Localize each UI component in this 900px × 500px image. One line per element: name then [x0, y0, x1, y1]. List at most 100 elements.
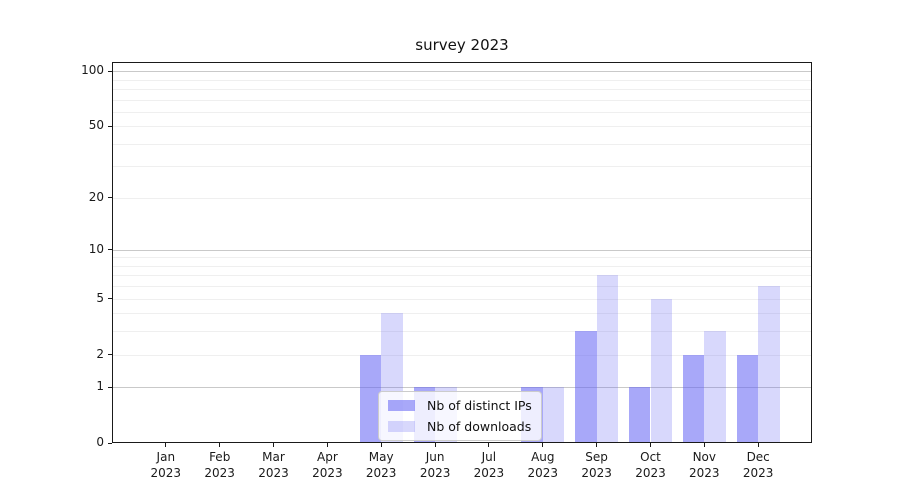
x-tick-month: Aug [531, 450, 555, 464]
minor-gridline [113, 265, 811, 267]
x-tick-year: 2023 [204, 465, 235, 480]
x-tick-mark [434, 443, 436, 447]
x-tick-mark [757, 443, 759, 447]
bar-distinct-ips-may [359, 354, 382, 443]
x-tick-label: Aug 2023 [515, 450, 571, 481]
minor-gridline [113, 197, 811, 199]
y-tick-mark [108, 354, 112, 356]
y-tick-mark [108, 442, 112, 444]
x-tick-year: 2023 [635, 465, 666, 480]
minor-gridline [113, 275, 811, 277]
minor-gridline [113, 166, 811, 168]
x-tick-label: May 2023 [353, 450, 409, 481]
legend-item-downloads: Nb of downloads [388, 419, 532, 434]
legend-label-distinct-ips: Nb of distinct IPs [427, 398, 532, 413]
x-tick-label: Nov 2023 [676, 450, 732, 481]
legend-swatch-distinct-ips [388, 400, 415, 411]
x-tick-mark [326, 443, 328, 447]
y-tick-mark [108, 197, 112, 199]
major-gridline [113, 249, 811, 251]
chart-title: survey 2023 [415, 36, 509, 54]
y-tick-label: 50 [88, 118, 104, 133]
bar-distinct-ips-nov [682, 354, 705, 443]
x-tick-year: 2023 [365, 465, 397, 480]
y-tick-mark [108, 125, 112, 127]
x-tick-year: 2023 [581, 465, 612, 480]
x-tick-year: 2023 [312, 465, 343, 480]
major-gridline [113, 387, 811, 389]
minor-gridline [113, 88, 811, 90]
x-tick-year: 2023 [527, 465, 559, 480]
major-gridline [113, 71, 811, 72]
y-tick-mark [108, 70, 112, 72]
x-tick-year: 2023 [258, 465, 289, 480]
minor-gridline [113, 143, 811, 145]
minor-gridline [113, 257, 811, 259]
x-tick-month: Oct [640, 450, 661, 464]
y-tick-label: 20 [88, 189, 104, 204]
x-tick-label: Oct 2023 [623, 450, 679, 481]
x-tick-month: Dec [746, 450, 770, 464]
bar-downloads-sep [596, 275, 619, 443]
x-tick-label: Apr 2023 [299, 450, 355, 481]
x-tick-month: Sep [585, 450, 608, 464]
x-tick-label: Mar 2023 [246, 450, 302, 481]
minor-gridline [113, 313, 811, 315]
x-tick-month: Jan [156, 450, 176, 464]
x-tick-month: Nov [692, 450, 716, 464]
x-tick-mark [165, 443, 167, 447]
bar-downloads-aug [542, 387, 565, 443]
x-tick-month: Apr [317, 450, 338, 464]
minor-gridline [113, 298, 811, 300]
bar-downloads-nov [704, 331, 726, 443]
bar-distinct-ips-sep [575, 331, 597, 443]
x-tick-month: May [368, 450, 394, 464]
x-tick-month: Jun [425, 450, 445, 464]
x-tick-mark [272, 443, 275, 447]
bar-downloads-oct [650, 298, 672, 443]
x-tick-year: 2023 [150, 465, 182, 480]
x-tick-year: 2023 [419, 465, 451, 480]
y-tick-label: 10 [88, 241, 104, 256]
x-tick-month: Mar [262, 450, 285, 464]
x-tick-label: Jun 2023 [407, 450, 463, 481]
y-tick-mark [108, 386, 112, 388]
x-tick-year: 2023 [742, 465, 774, 480]
bar-downloads-dec [758, 286, 780, 443]
x-tick-mark [219, 443, 221, 447]
y-tick-label: 100 [81, 63, 104, 77]
minor-gridline [113, 126, 811, 128]
legend-item-distinct-ips: Nb of distinct IPs [388, 398, 532, 413]
y-tick-mark [108, 249, 112, 251]
y-tick-label: 0 [96, 435, 104, 449]
x-tick-month: Feb [209, 450, 231, 464]
bar-distinct-ips-oct [628, 387, 651, 443]
x-tick-label: Jan 2023 [138, 450, 194, 481]
y-tick-label: 5 [96, 290, 104, 305]
bar-distinct-ips-dec [736, 354, 759, 443]
legend: Nb of distinct IPs Nb of downloads [378, 391, 542, 441]
minor-gridline [113, 286, 811, 288]
minor-gridline [113, 111, 811, 113]
y-tick-label: 2 [96, 346, 104, 361]
x-tick-mark [488, 443, 490, 447]
minor-gridline [113, 79, 811, 81]
x-tick-mark [703, 443, 705, 447]
x-tick-label: Feb 2023 [192, 450, 248, 481]
x-tick-label: Sep 2023 [569, 450, 625, 481]
x-tick-mark [542, 443, 544, 447]
minor-gridline [113, 99, 811, 101]
x-tick-mark [596, 443, 598, 447]
y-tick-mark [108, 298, 112, 300]
legend-label-downloads: Nb of downloads [427, 419, 532, 434]
x-tick-label: Dec 2023 [730, 450, 786, 481]
y-tick-label: 1 [96, 379, 104, 394]
minor-gridline [113, 354, 811, 356]
x-tick-mark [649, 443, 652, 447]
x-tick-year: 2023 [689, 465, 720, 480]
x-tick-label: Jul 2023 [461, 450, 517, 481]
x-tick-month: Jul [481, 450, 497, 464]
x-tick-year: 2023 [473, 465, 505, 480]
x-tick-mark [380, 443, 382, 447]
